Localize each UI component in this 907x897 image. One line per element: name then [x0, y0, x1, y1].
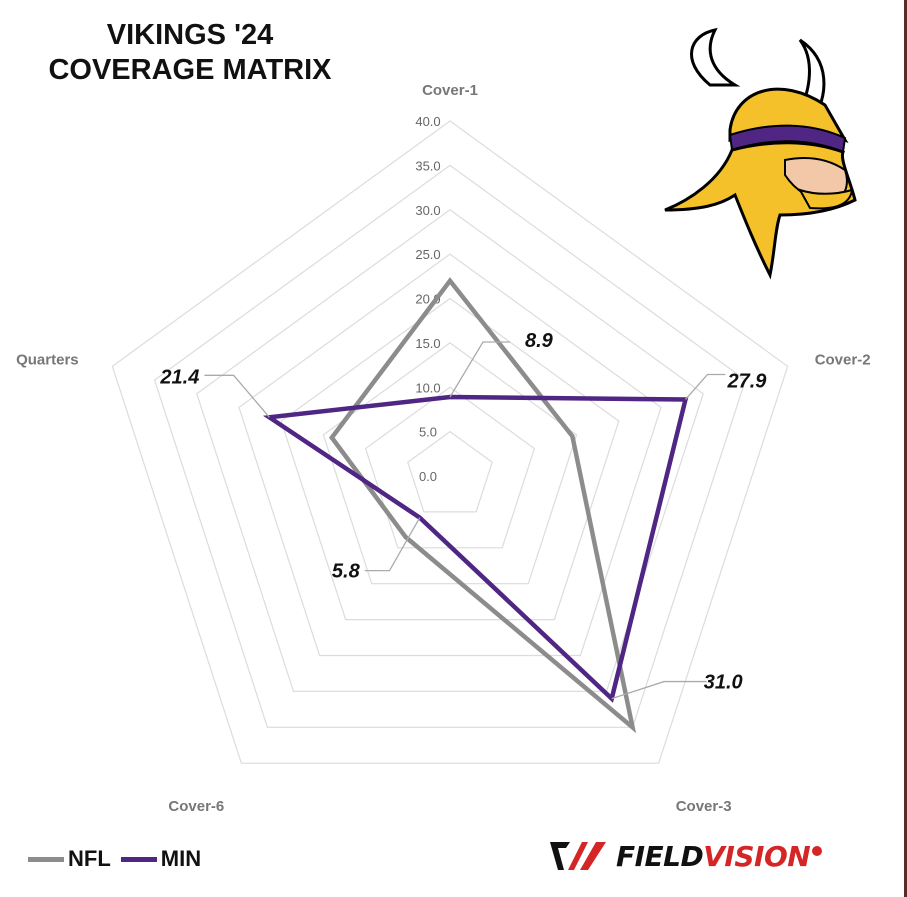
legend-swatch-min: [120, 856, 157, 862]
tick-label: 40.0: [415, 114, 440, 129]
data-label-leader: [364, 517, 421, 572]
grid-ring: [364, 386, 536, 549]
title-line-2: COVERAGE MATRIX: [48, 54, 332, 86]
data-label: 31.0: [704, 672, 743, 694]
chart-legend: NFL MIN: [28, 846, 211, 872]
fieldvision-wordmark: FIELDVISION: [616, 839, 811, 873]
legend-item-nfl: NFL: [28, 846, 111, 872]
grid-ring: [196, 209, 704, 693]
data-label: 21.4: [159, 366, 199, 388]
brand-vision-text: VISION: [703, 839, 811, 873]
brand-badge-icon: [812, 846, 823, 856]
tick-label: 25.0: [415, 247, 440, 262]
chart-title: VIKINGS '24 COVERAGE MATRIX: [20, 18, 360, 88]
series-line-nfl: [329, 277, 637, 734]
data-label-leader: [449, 341, 510, 398]
data-label-leader: [204, 374, 270, 418]
data-label: 5.8: [332, 561, 361, 583]
grid-ring: [111, 120, 789, 764]
tick-label: 35.0: [415, 158, 440, 173]
axis-label: Cover-1: [422, 82, 478, 99]
tick-label: 5.0: [419, 425, 437, 440]
axis-label: Cover-6: [168, 798, 224, 815]
tick-label: 0.0: [419, 469, 437, 484]
series-line-min: [262, 394, 689, 703]
data-label-leader: [611, 680, 707, 700]
brand-field-text: FIELD: [616, 839, 704, 873]
data-label: 27.9: [726, 370, 767, 392]
axis-label: Cover-2: [815, 351, 871, 368]
grid-ring: [407, 430, 493, 513]
fieldvision-brand: FIELDVISION: [548, 836, 823, 876]
data-label: 8.9: [525, 330, 554, 352]
fieldvision-logo-icon: [550, 842, 606, 870]
axis-label: Quarters: [16, 351, 79, 368]
legend-item-min: MIN: [120, 846, 202, 872]
legend-label-nfl: NFL: [68, 846, 111, 871]
legend-label-min: MIN: [160, 846, 202, 871]
legend-swatch-nfl: [28, 856, 64, 862]
vikings-helmet-logo-icon: [664, 27, 857, 280]
right-border: [904, 0, 907, 897]
data-label-leader: [685, 373, 726, 400]
title-line-1: VIKINGS '24: [106, 19, 274, 51]
tick-label: 30.0: [415, 203, 440, 218]
grid-ring: [153, 164, 747, 728]
tick-label: 15.0: [415, 336, 440, 351]
grid-ring: [238, 253, 662, 657]
axis-label: Cover-3: [676, 798, 732, 815]
tick-label: 10.0: [415, 380, 440, 395]
